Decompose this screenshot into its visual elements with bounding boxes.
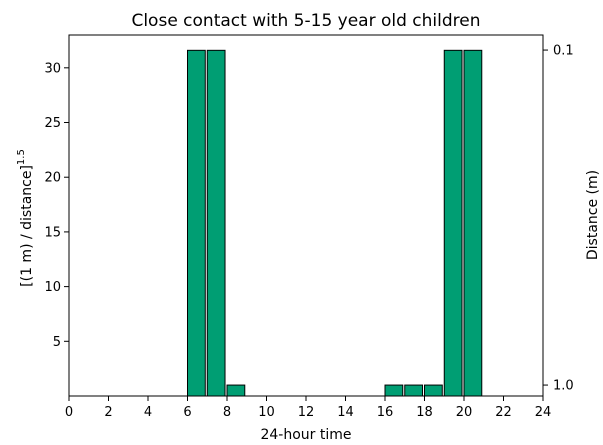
x-axis-ticks: 0 2 4 6 8 10 12 14 16 18 20 22 24	[65, 396, 551, 420]
x-tick-label: 16	[377, 405, 394, 420]
bar-1	[207, 50, 225, 396]
bar-6	[444, 50, 462, 396]
bar-4	[405, 385, 423, 396]
y-tick-label: 30	[44, 61, 61, 76]
x-tick-label: 14	[337, 405, 354, 420]
x-axis-label: 24-hour time	[260, 427, 351, 443]
bar-7	[464, 50, 482, 396]
y-tick-label: 20	[44, 171, 61, 186]
y-tick-label: 25	[44, 116, 61, 131]
bars-layer	[188, 50, 482, 396]
bar-0	[188, 50, 206, 396]
x-tick-label: 18	[416, 405, 433, 420]
right-tick-label: 0.1	[553, 44, 574, 59]
x-tick-label: 0	[65, 405, 73, 420]
chart-title: Close contact with 5-15 year old childre…	[131, 11, 480, 31]
bar-5	[425, 385, 443, 396]
right-axis-ticks: 0.1 1.0	[543, 44, 574, 394]
y-axis-label-exponent: 1.5	[16, 149, 27, 165]
y-tick-label: 5	[53, 335, 61, 350]
x-tick-label: 22	[495, 405, 512, 420]
x-tick-label: 12	[298, 405, 315, 420]
x-tick-label: 2	[104, 405, 112, 420]
y-axis-label-main: [(1 m) / distance]	[19, 165, 35, 287]
x-tick-label: 24	[535, 405, 552, 420]
x-tick-label: 6	[183, 405, 191, 420]
x-tick-label: 20	[456, 405, 473, 420]
y-axis-label: [(1 m) / distance]1.5	[16, 149, 35, 287]
right-axis-label: Distance (m)	[585, 170, 601, 260]
x-tick-label: 4	[144, 405, 152, 420]
right-tick-label: 1.0	[553, 379, 574, 394]
bar-3	[385, 385, 403, 396]
y-axis-ticks: 5 10 15 20 25 30	[44, 61, 69, 349]
bar-2	[227, 385, 245, 396]
x-tick-label: 8	[223, 405, 231, 420]
y-tick-label: 10	[44, 280, 61, 295]
y-tick-label: 15	[44, 225, 61, 240]
x-tick-label: 10	[258, 405, 275, 420]
